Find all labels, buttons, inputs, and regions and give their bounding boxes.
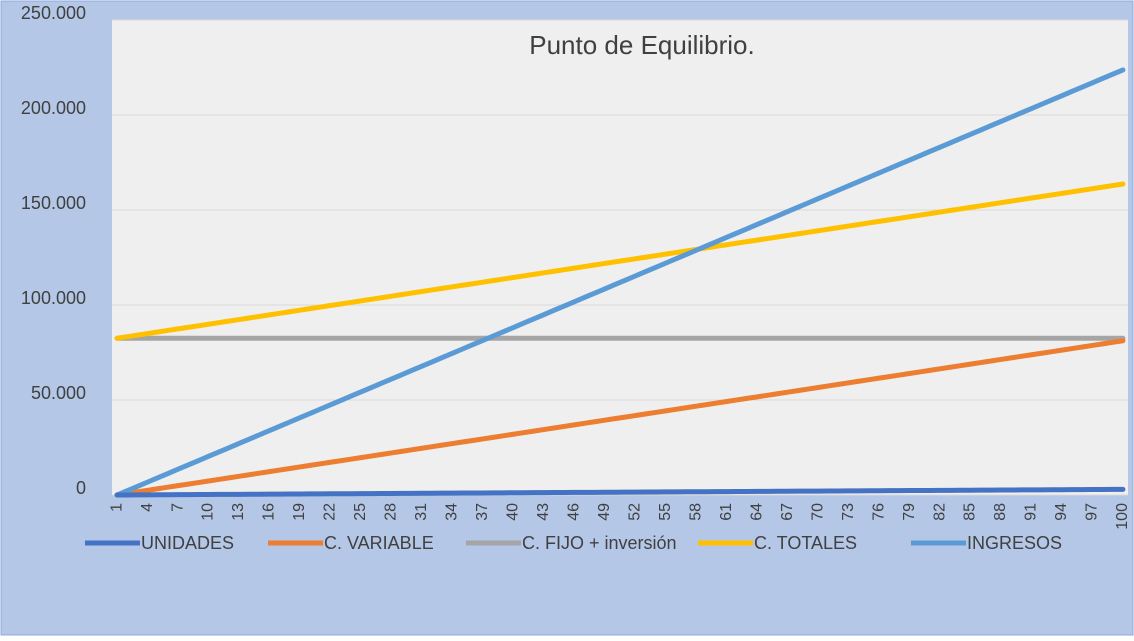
x-tick-label: 49 [596,503,613,521]
x-tick-label: 1 [108,503,125,512]
x-tick-label: 100 [1114,503,1131,530]
x-tick-label: 85 [962,503,979,521]
x-tick-label: 94 [1053,503,1070,521]
y-tick-label: 200.000 [21,98,86,118]
series-line [114,486,1126,498]
legend-label: C. FIJO + inversión [522,533,677,553]
x-tick-label: 52 [626,503,643,521]
x-tick-label: 91 [1023,503,1040,521]
x-tick-label: 31 [413,503,430,521]
x-tick-label: 34 [444,503,461,521]
legend-label: C. VARIABLE [324,533,434,553]
x-tick-label: 43 [535,503,552,521]
x-tick-label: 88 [992,503,1009,521]
chart-title: Punto de Equilibrio. [529,30,754,60]
x-tick-label: 70 [809,503,826,521]
x-tick-label: 64 [748,503,765,521]
x-tick-label: 55 [657,503,674,521]
x-tick-label: 22 [322,503,339,521]
x-tick-label: 82 [931,503,948,521]
y-tick-label: 150.000 [21,193,86,213]
x-tick-label: 79 [901,503,918,521]
x-tick-label: 4 [139,503,156,512]
legend-label: INGRESOS [967,533,1062,553]
y-tick-label: 250.000 [21,3,86,23]
series-line [114,338,1126,498]
x-tick-label: 76 [870,503,887,521]
series-line [114,67,1126,498]
x-tick-label: 19 [291,503,308,521]
x-tick-label: 73 [840,503,857,521]
x-tick-label: 7 [169,503,186,512]
plot-area [112,20,1128,495]
legend-label: C. TOTALES [754,533,857,553]
legend-label: UNIDADES [141,533,234,553]
series-line [114,181,1126,341]
x-tick-label: 10 [200,503,217,521]
x-tick-label: 37 [474,503,491,521]
x-tick-label: 16 [261,503,278,521]
x-tick-label: 58 [687,503,704,521]
x-tick-label: 13 [230,503,247,521]
y-tick-label: 50.000 [31,383,86,403]
x-tick-label: 25 [352,503,369,521]
x-tick-label: 61 [718,503,735,521]
x-tick-label: 28 [383,503,400,521]
x-tick-label: 97 [1084,503,1101,521]
x-tick-label: 67 [779,503,796,521]
y-tick-label: 0 [76,478,86,498]
x-tick-label: 40 [505,503,522,521]
y-tick-label: 100.000 [21,288,86,308]
x-tick-label: 46 [565,503,582,521]
